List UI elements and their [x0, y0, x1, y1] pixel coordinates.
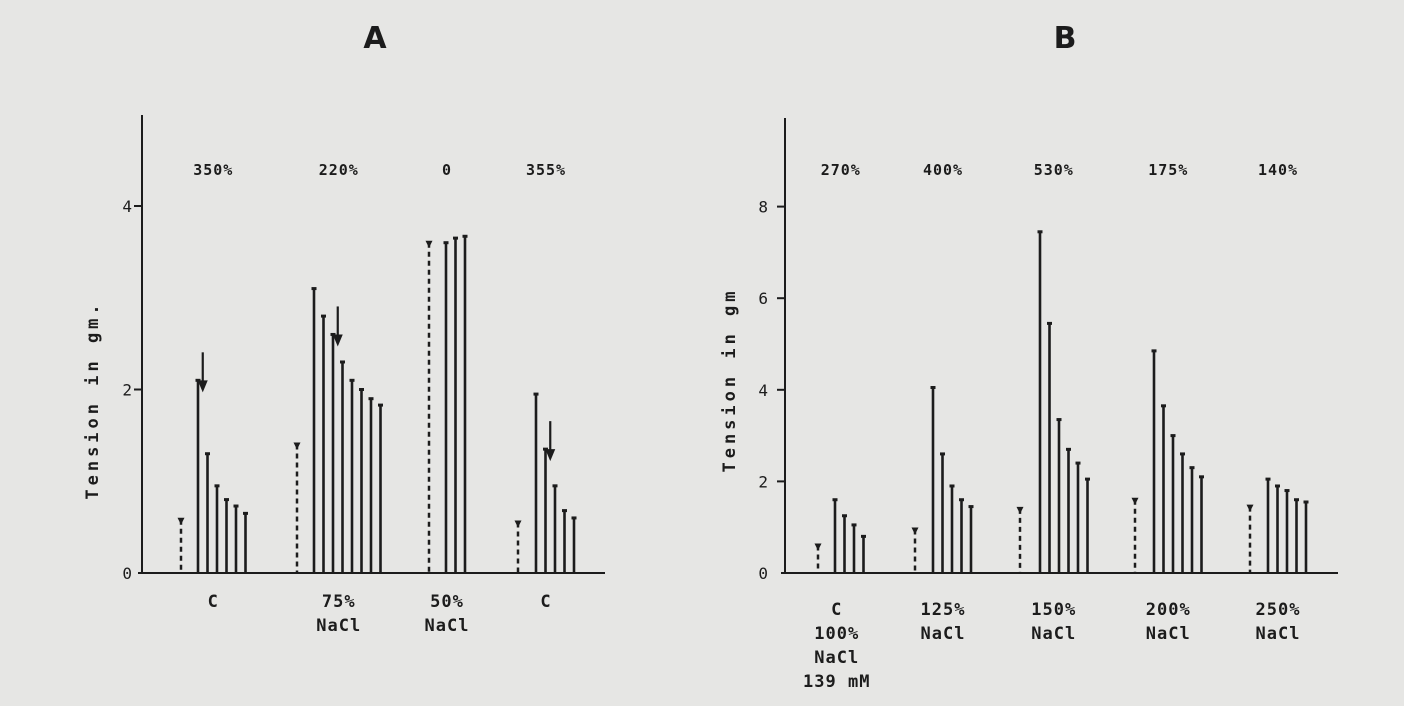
condition-label: C — [540, 592, 551, 612]
dotted-bar-cap — [911, 527, 919, 535]
condition-label: 100% — [814, 624, 859, 644]
condition-label: 200% — [1146, 600, 1191, 620]
bar-group: 220% 75% NaCl — [293, 161, 383, 636]
condition-label: 150% — [1031, 600, 1076, 620]
y-tick-label: 8 — [758, 198, 768, 217]
condition-label: C — [831, 600, 842, 620]
condition-label: NaCl — [814, 648, 859, 668]
dotted-bar-cap — [1016, 506, 1024, 514]
y-axis-label: Tension in gm — [720, 287, 740, 472]
condition-label: 50% — [430, 592, 464, 612]
percent-label: 530% — [1034, 161, 1074, 179]
condition-label: NaCl — [316, 616, 361, 636]
percent-label: 0 — [442, 161, 452, 179]
y-tick-label: 0 — [758, 564, 768, 583]
y-tick-label: 2 — [122, 381, 132, 400]
dotted-bar-cap — [425, 240, 433, 248]
dotted-bar-cap — [514, 520, 522, 528]
percent-label: 355% — [526, 161, 566, 179]
percent-label: 140% — [1258, 161, 1298, 179]
condition-label: NaCl — [921, 624, 966, 644]
condition-label: 75% — [322, 592, 356, 612]
condition-label: NaCl — [1256, 624, 1301, 644]
y-tick-label: 6 — [758, 289, 768, 308]
dotted-bar-cap — [814, 543, 822, 551]
percent-label: 175% — [1148, 161, 1188, 179]
panel-a: A 0 2 4 Tension in gm. 350% C 220% 75% NaCl 0 50% Na… — [83, 21, 605, 636]
bar-group: 400% 125% NaCl — [911, 161, 974, 644]
condition-label: 139 mM — [803, 672, 870, 692]
bar-group: 350% C — [177, 161, 248, 612]
condition-label: NaCl — [425, 616, 470, 636]
bar-group: 530% 150% NaCl — [1016, 161, 1090, 644]
panel-letter: B — [1054, 21, 1077, 56]
condition-label: 125% — [921, 600, 966, 620]
panel-b: B 0 2 4 6 8 Tension in gm 270% C 100% NaCl 139 mM 40… — [720, 21, 1338, 692]
dotted-bar-cap — [177, 517, 185, 525]
percent-label: 400% — [923, 161, 963, 179]
arrow-head — [332, 334, 343, 347]
y-tick-label: 2 — [758, 472, 768, 491]
y-tick-label: 0 — [122, 564, 132, 583]
condition-label: NaCl — [1031, 624, 1076, 644]
bar-group: 0 50% NaCl — [425, 161, 470, 636]
percent-label: 270% — [821, 161, 861, 179]
arrow-head — [197, 380, 208, 393]
bar-group: 270% C 100% NaCl 139 mM — [803, 161, 870, 692]
dotted-bar-cap — [293, 442, 301, 450]
arrow-head — [545, 449, 556, 462]
bar-group: 140% 250% NaCl — [1246, 161, 1309, 644]
percent-label: 220% — [319, 161, 359, 179]
y-axis-label: Tension in gm. — [83, 300, 103, 499]
dotted-bar-cap — [1131, 497, 1139, 505]
bar-group: 355% C — [514, 161, 577, 612]
bar-group: 175% 200% NaCl — [1131, 161, 1204, 644]
condition-label: C — [208, 592, 219, 612]
y-tick-label: 4 — [122, 197, 132, 216]
y-tick-label: 4 — [758, 381, 768, 400]
panel-letter: A — [363, 21, 387, 56]
percent-label: 350% — [193, 161, 233, 179]
dotted-bar-cap — [1246, 504, 1254, 512]
condition-label: 250% — [1256, 600, 1301, 620]
condition-label: NaCl — [1146, 624, 1191, 644]
